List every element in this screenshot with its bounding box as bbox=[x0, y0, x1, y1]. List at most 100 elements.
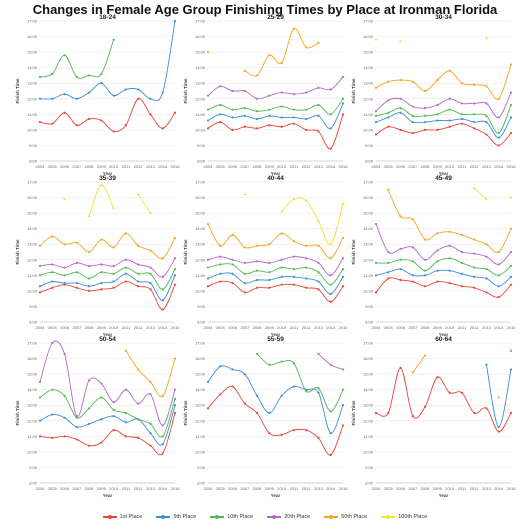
x-tick-label: 2012 bbox=[302, 325, 312, 330]
data-point-20th-place bbox=[137, 263, 140, 266]
y-axis-label: Finish Time bbox=[351, 78, 356, 103]
x-tick-label: 2015 bbox=[507, 164, 517, 169]
data-point-5th-place bbox=[100, 282, 103, 285]
data-point-5th-place bbox=[161, 91, 164, 94]
data-point-5th-place bbox=[87, 422, 91, 425]
data-point-10th-place bbox=[161, 288, 164, 291]
data-point-1st-place bbox=[387, 411, 390, 415]
y-tick-label: 15:00 bbox=[363, 50, 374, 55]
y-axis-label: Finish Time bbox=[351, 239, 356, 264]
data-point-5th-place bbox=[292, 116, 296, 119]
data-point-10th-place bbox=[63, 394, 66, 397]
data-point-50th-place bbox=[124, 232, 128, 235]
panel-title: 35-39 bbox=[99, 175, 116, 182]
data-point-5th-place bbox=[497, 425, 500, 429]
x-tick-label: 2014 bbox=[326, 486, 336, 491]
x-tick-label: 2012 bbox=[134, 325, 144, 330]
data-point-20th-place bbox=[497, 116, 500, 119]
data-point-20th-place bbox=[374, 222, 378, 226]
data-point-10th-place bbox=[255, 269, 259, 272]
data-point-5th-place bbox=[329, 292, 332, 296]
panel-25-29: 25-29 8:00 9:00 10:00 11:00 12:00 13:00 14:00 15… bbox=[183, 14, 348, 176]
data-point-1st-place bbox=[485, 407, 488, 410]
x-tick-label: 2008 bbox=[85, 164, 95, 169]
y-tick-label: 9:00 bbox=[29, 143, 38, 148]
data-point-10th-place bbox=[460, 261, 464, 264]
data-point-1st-place bbox=[87, 289, 91, 292]
y-tick-label: 12:00 bbox=[27, 418, 38, 423]
data-point-1st-place bbox=[161, 127, 164, 130]
data-point-50th-place bbox=[137, 244, 140, 247]
y-tick-label: 14:00 bbox=[363, 65, 374, 70]
data-point-5th-place bbox=[341, 102, 345, 105]
y-tick-label: 15:00 bbox=[27, 50, 38, 55]
x-tick-label: 2006 bbox=[396, 486, 406, 491]
data-point-20th-place bbox=[399, 247, 402, 250]
data-point-10th-place bbox=[100, 396, 103, 399]
y-tick-label: 9:00 bbox=[197, 465, 206, 470]
data-point-50th-place bbox=[423, 238, 427, 241]
x-tick-label: 2007 bbox=[408, 486, 418, 491]
y-tick-label: 12:00 bbox=[27, 257, 38, 262]
data-point-10th-place bbox=[268, 108, 271, 111]
data-point-10th-place bbox=[173, 397, 177, 401]
data-point-1st-place bbox=[497, 430, 500, 433]
y-tick-label: 10:00 bbox=[363, 127, 374, 132]
panel-40-44: 40-44 8:00 9:00 10:00 11:00 12:00 13:00 14:00 15… bbox=[183, 175, 348, 337]
data-point-1st-place bbox=[329, 300, 332, 303]
data-point-5th-place bbox=[206, 277, 210, 280]
y-tick-label: 13:00 bbox=[363, 81, 374, 86]
data-point-20th-place bbox=[411, 246, 414, 249]
data-point-5th-place bbox=[317, 391, 320, 394]
data-point-5th-place bbox=[219, 272, 222, 275]
y-tick-label: 13:00 bbox=[363, 242, 374, 247]
data-point-20th-place bbox=[161, 275, 164, 278]
y-tick-label: 11:00 bbox=[195, 434, 205, 439]
data-point-20th-place bbox=[206, 94, 210, 97]
data-point-50th-place bbox=[497, 97, 500, 100]
data-point-10th-place bbox=[399, 258, 402, 261]
data-point-5th-place bbox=[317, 114, 320, 117]
data-point-5th-place bbox=[341, 404, 345, 407]
x-tick-label: 2008 bbox=[253, 325, 263, 330]
data-point-1st-place bbox=[423, 405, 427, 408]
data-point-10th-place bbox=[173, 268, 177, 271]
y-tick-label: 15:00 bbox=[195, 211, 206, 216]
data-point-20th-place bbox=[423, 258, 427, 261]
data-point-5th-place bbox=[497, 285, 500, 288]
x-tick-label: 2011 bbox=[122, 164, 131, 169]
y-tick-label: 8:00 bbox=[29, 320, 38, 325]
data-point-5th-place bbox=[173, 19, 177, 23]
data-point-100th-place bbox=[87, 215, 91, 218]
data-point-50th-place bbox=[436, 79, 439, 82]
data-point-100th-place bbox=[137, 193, 140, 196]
data-point-1st-place bbox=[87, 444, 91, 447]
data-point-20th-place bbox=[137, 402, 140, 405]
series-line-10th-place bbox=[375, 257, 512, 276]
data-point-1st-place bbox=[473, 127, 476, 130]
data-point-5th-place bbox=[460, 272, 464, 275]
data-point-5th-place bbox=[149, 97, 152, 100]
data-point-10th-place bbox=[436, 113, 439, 116]
data-point-10th-place bbox=[305, 390, 308, 393]
data-point-50th-place bbox=[161, 394, 164, 397]
data-point-5th-place bbox=[149, 432, 152, 435]
x-tick-label: 2014 bbox=[326, 164, 336, 169]
data-point-1st-place bbox=[219, 121, 222, 124]
data-point-5th-place bbox=[63, 416, 66, 419]
data-point-20th-place bbox=[268, 94, 271, 97]
y-tick-label: 17:00 bbox=[363, 341, 374, 346]
data-point-20th-place bbox=[436, 249, 439, 252]
y-tick-label: 11:00 bbox=[363, 273, 373, 278]
data-point-1st-place bbox=[436, 280, 439, 283]
x-tick-label: 2007 bbox=[72, 486, 82, 491]
data-point-1st-place bbox=[374, 133, 378, 136]
data-point-50th-place bbox=[341, 236, 345, 240]
y-tick-label: 11:00 bbox=[363, 112, 373, 117]
data-point-1st-place bbox=[292, 283, 296, 286]
data-point-10th-place bbox=[161, 435, 164, 438]
data-point-10th-place bbox=[473, 266, 476, 269]
data-point-50th-place bbox=[473, 238, 476, 241]
legend-label: 20th Place bbox=[284, 514, 311, 520]
